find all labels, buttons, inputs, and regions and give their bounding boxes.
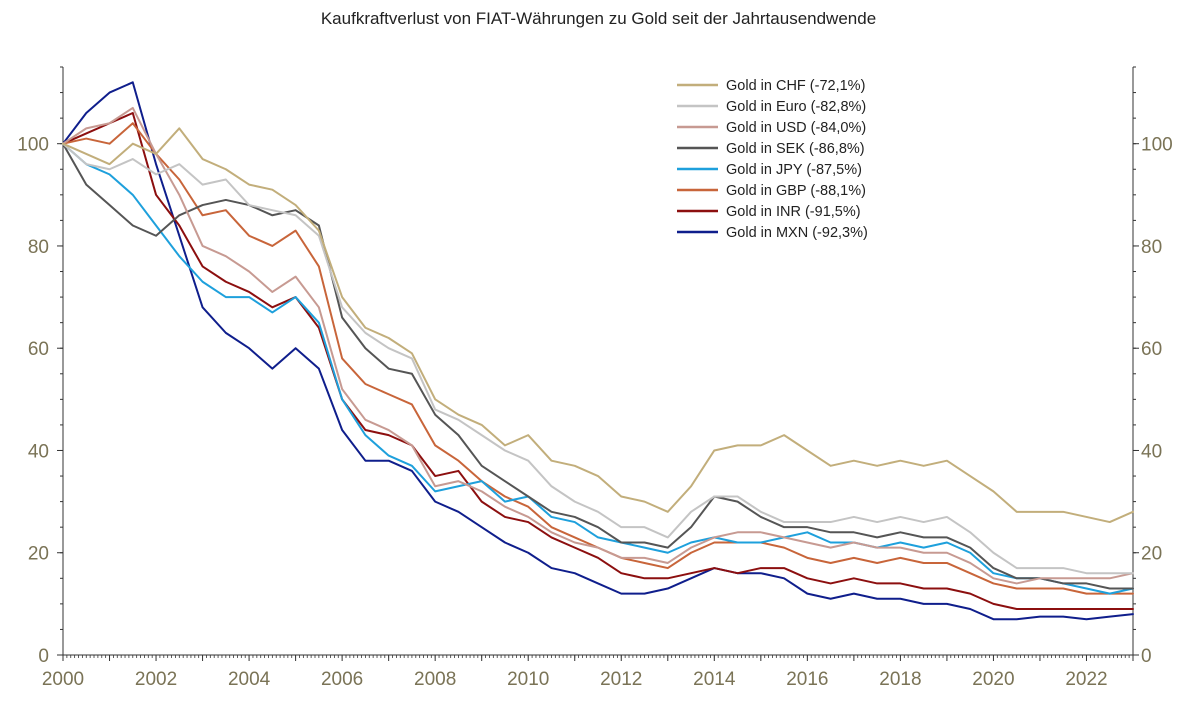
series-line [62, 142, 1134, 590]
chart-title: Kaufkraftverlust von FIAT-Währungen zu G… [320, 9, 877, 28]
y-tick-label-left: 20 [28, 544, 49, 565]
y-tick-label-left: 80 [28, 237, 49, 258]
x-tick-label: 2012 [600, 669, 642, 690]
y-tick-label-left: 40 [28, 441, 49, 462]
series-line [62, 142, 1134, 575]
x-tick-label: 2018 [879, 669, 921, 690]
legend: Gold in CHF (-72,1%) Gold in Euro (-82,8%… [677, 78, 868, 241]
y-tick-label-left: 0 [38, 646, 49, 667]
y-tick-label-left: 60 [28, 339, 49, 360]
y-tick-label-left: 100 [17, 135, 49, 156]
legend-label: Gold in GBP (-88,1%) [726, 183, 866, 199]
x-tick-label: 2022 [1065, 669, 1107, 690]
y-tick-label-right: 0 [1141, 646, 1152, 667]
y-tick-label-right: 40 [1141, 441, 1162, 462]
legend-label: Gold in CHF (-72,1%) [726, 78, 865, 94]
legend-label: Gold in USD (-84,0%) [726, 120, 866, 136]
series-line [62, 142, 1134, 595]
x-tick-label: 2000 [42, 669, 84, 690]
series-line [62, 112, 1134, 610]
series-lines [62, 81, 1134, 621]
series-line [62, 106, 1134, 585]
series-line [62, 127, 1134, 524]
y-tick-label-right: 60 [1141, 339, 1162, 360]
y-tick-label-right: 80 [1141, 237, 1162, 258]
x-tick-label: 2004 [228, 669, 271, 690]
series-line [62, 81, 1134, 621]
x-tick-label: 2008 [414, 669, 456, 690]
x-tick-label: 2020 [972, 669, 1014, 690]
legend-label: Gold in Euro (-82,8%) [726, 99, 866, 115]
legend-label: Gold in JPY (-87,5%) [726, 162, 862, 178]
legend-label: Gold in MXN (-92,3%) [726, 225, 868, 241]
x-tick-label: 2014 [693, 669, 736, 690]
legend-label: Gold in INR (-91,5%) [726, 204, 861, 220]
y-tick-label-right: 20 [1141, 544, 1162, 565]
x-tick-label: 2006 [321, 669, 363, 690]
series-line [62, 122, 1134, 595]
y-tick-label-right: 100 [1141, 135, 1173, 156]
legend-label: Gold in SEK (-86,8%) [726, 141, 865, 157]
x-tick-label: 2010 [507, 669, 549, 690]
x-tick-label: 2002 [135, 669, 177, 690]
x-tick-label: 2016 [786, 669, 828, 690]
